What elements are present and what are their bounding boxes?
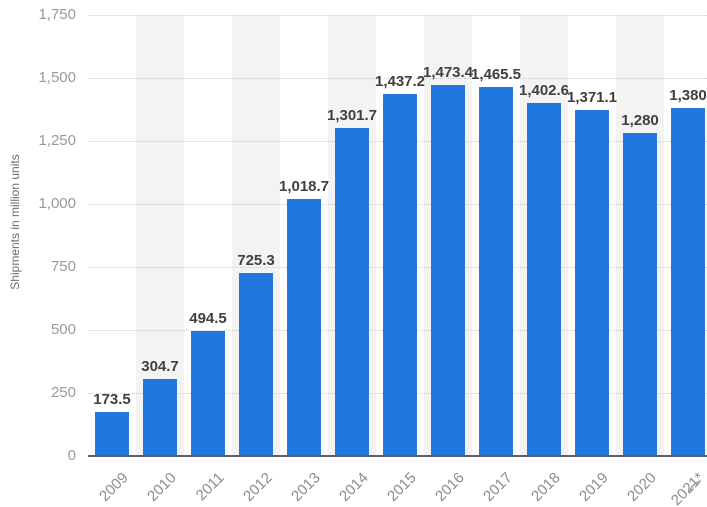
bar-value-label: 1,380 bbox=[669, 87, 707, 105]
bar-value-label: 1,465.5 bbox=[470, 65, 522, 83]
bar-value-label: 1,473.4 bbox=[422, 63, 474, 81]
bar-value-label: 173.5 bbox=[93, 391, 131, 409]
bar-value-label: 304.7 bbox=[141, 358, 179, 376]
x-tick-label: 2012 bbox=[239, 469, 276, 505]
bar-value-label: 1,018.7 bbox=[278, 178, 330, 196]
corner-artifact-icon bbox=[689, 480, 702, 492]
bar-value-label: 1,280 bbox=[621, 112, 659, 130]
x-tick-label: 2015 bbox=[383, 469, 420, 505]
bar[interactable] bbox=[431, 84, 465, 456]
x-axis-line bbox=[88, 455, 707, 457]
x-tick-label: 2017 bbox=[479, 469, 516, 505]
bar[interactable] bbox=[143, 379, 177, 456]
x-tick-label: 2014 bbox=[335, 469, 372, 505]
y-tick-label: 1,750 bbox=[38, 6, 76, 23]
bar[interactable] bbox=[671, 108, 705, 456]
bar[interactable] bbox=[479, 86, 513, 456]
x-tick-label: 2013 bbox=[287, 469, 324, 505]
bar[interactable] bbox=[383, 93, 417, 456]
bar[interactable] bbox=[287, 199, 321, 456]
x-tick-label: 2019 bbox=[575, 469, 612, 505]
x-tick-label: 2020 bbox=[623, 469, 660, 505]
bar[interactable] bbox=[623, 133, 657, 456]
x-tick-label: 2016 bbox=[431, 469, 468, 505]
y-tick-label: 250 bbox=[50, 384, 76, 401]
bar-value-label: 1,402.6 bbox=[518, 81, 570, 99]
bar-value-label: 1,371.1 bbox=[566, 89, 618, 107]
gridline bbox=[88, 78, 707, 79]
x-tick-label: 2009 bbox=[95, 469, 132, 505]
y-tick-label: 1,250 bbox=[38, 132, 76, 149]
x-tick-label: 2010 bbox=[143, 469, 180, 505]
bar[interactable] bbox=[575, 110, 609, 456]
gridline bbox=[88, 15, 707, 16]
bar-value-label: 1,437.2 bbox=[374, 72, 426, 90]
bar[interactable] bbox=[335, 127, 369, 456]
bar[interactable] bbox=[191, 331, 225, 456]
y-tick-label: 750 bbox=[50, 258, 76, 275]
bar[interactable] bbox=[527, 102, 561, 456]
bar-value-label: 725.3 bbox=[237, 252, 275, 270]
x-tick-label: 2011 bbox=[192, 469, 228, 505]
x-tick-label: 2018 bbox=[527, 469, 564, 505]
y-tick-label: 0 bbox=[67, 447, 76, 464]
y-tick-label: 500 bbox=[50, 321, 76, 338]
y-tick-label: 1,500 bbox=[38, 69, 76, 86]
y-tick-label: 1,000 bbox=[38, 195, 76, 212]
bar[interactable] bbox=[95, 412, 129, 456]
bar-value-label: 494.5 bbox=[189, 310, 227, 328]
bar[interactable] bbox=[239, 273, 273, 456]
bar-value-label: 1,301.7 bbox=[326, 106, 378, 124]
